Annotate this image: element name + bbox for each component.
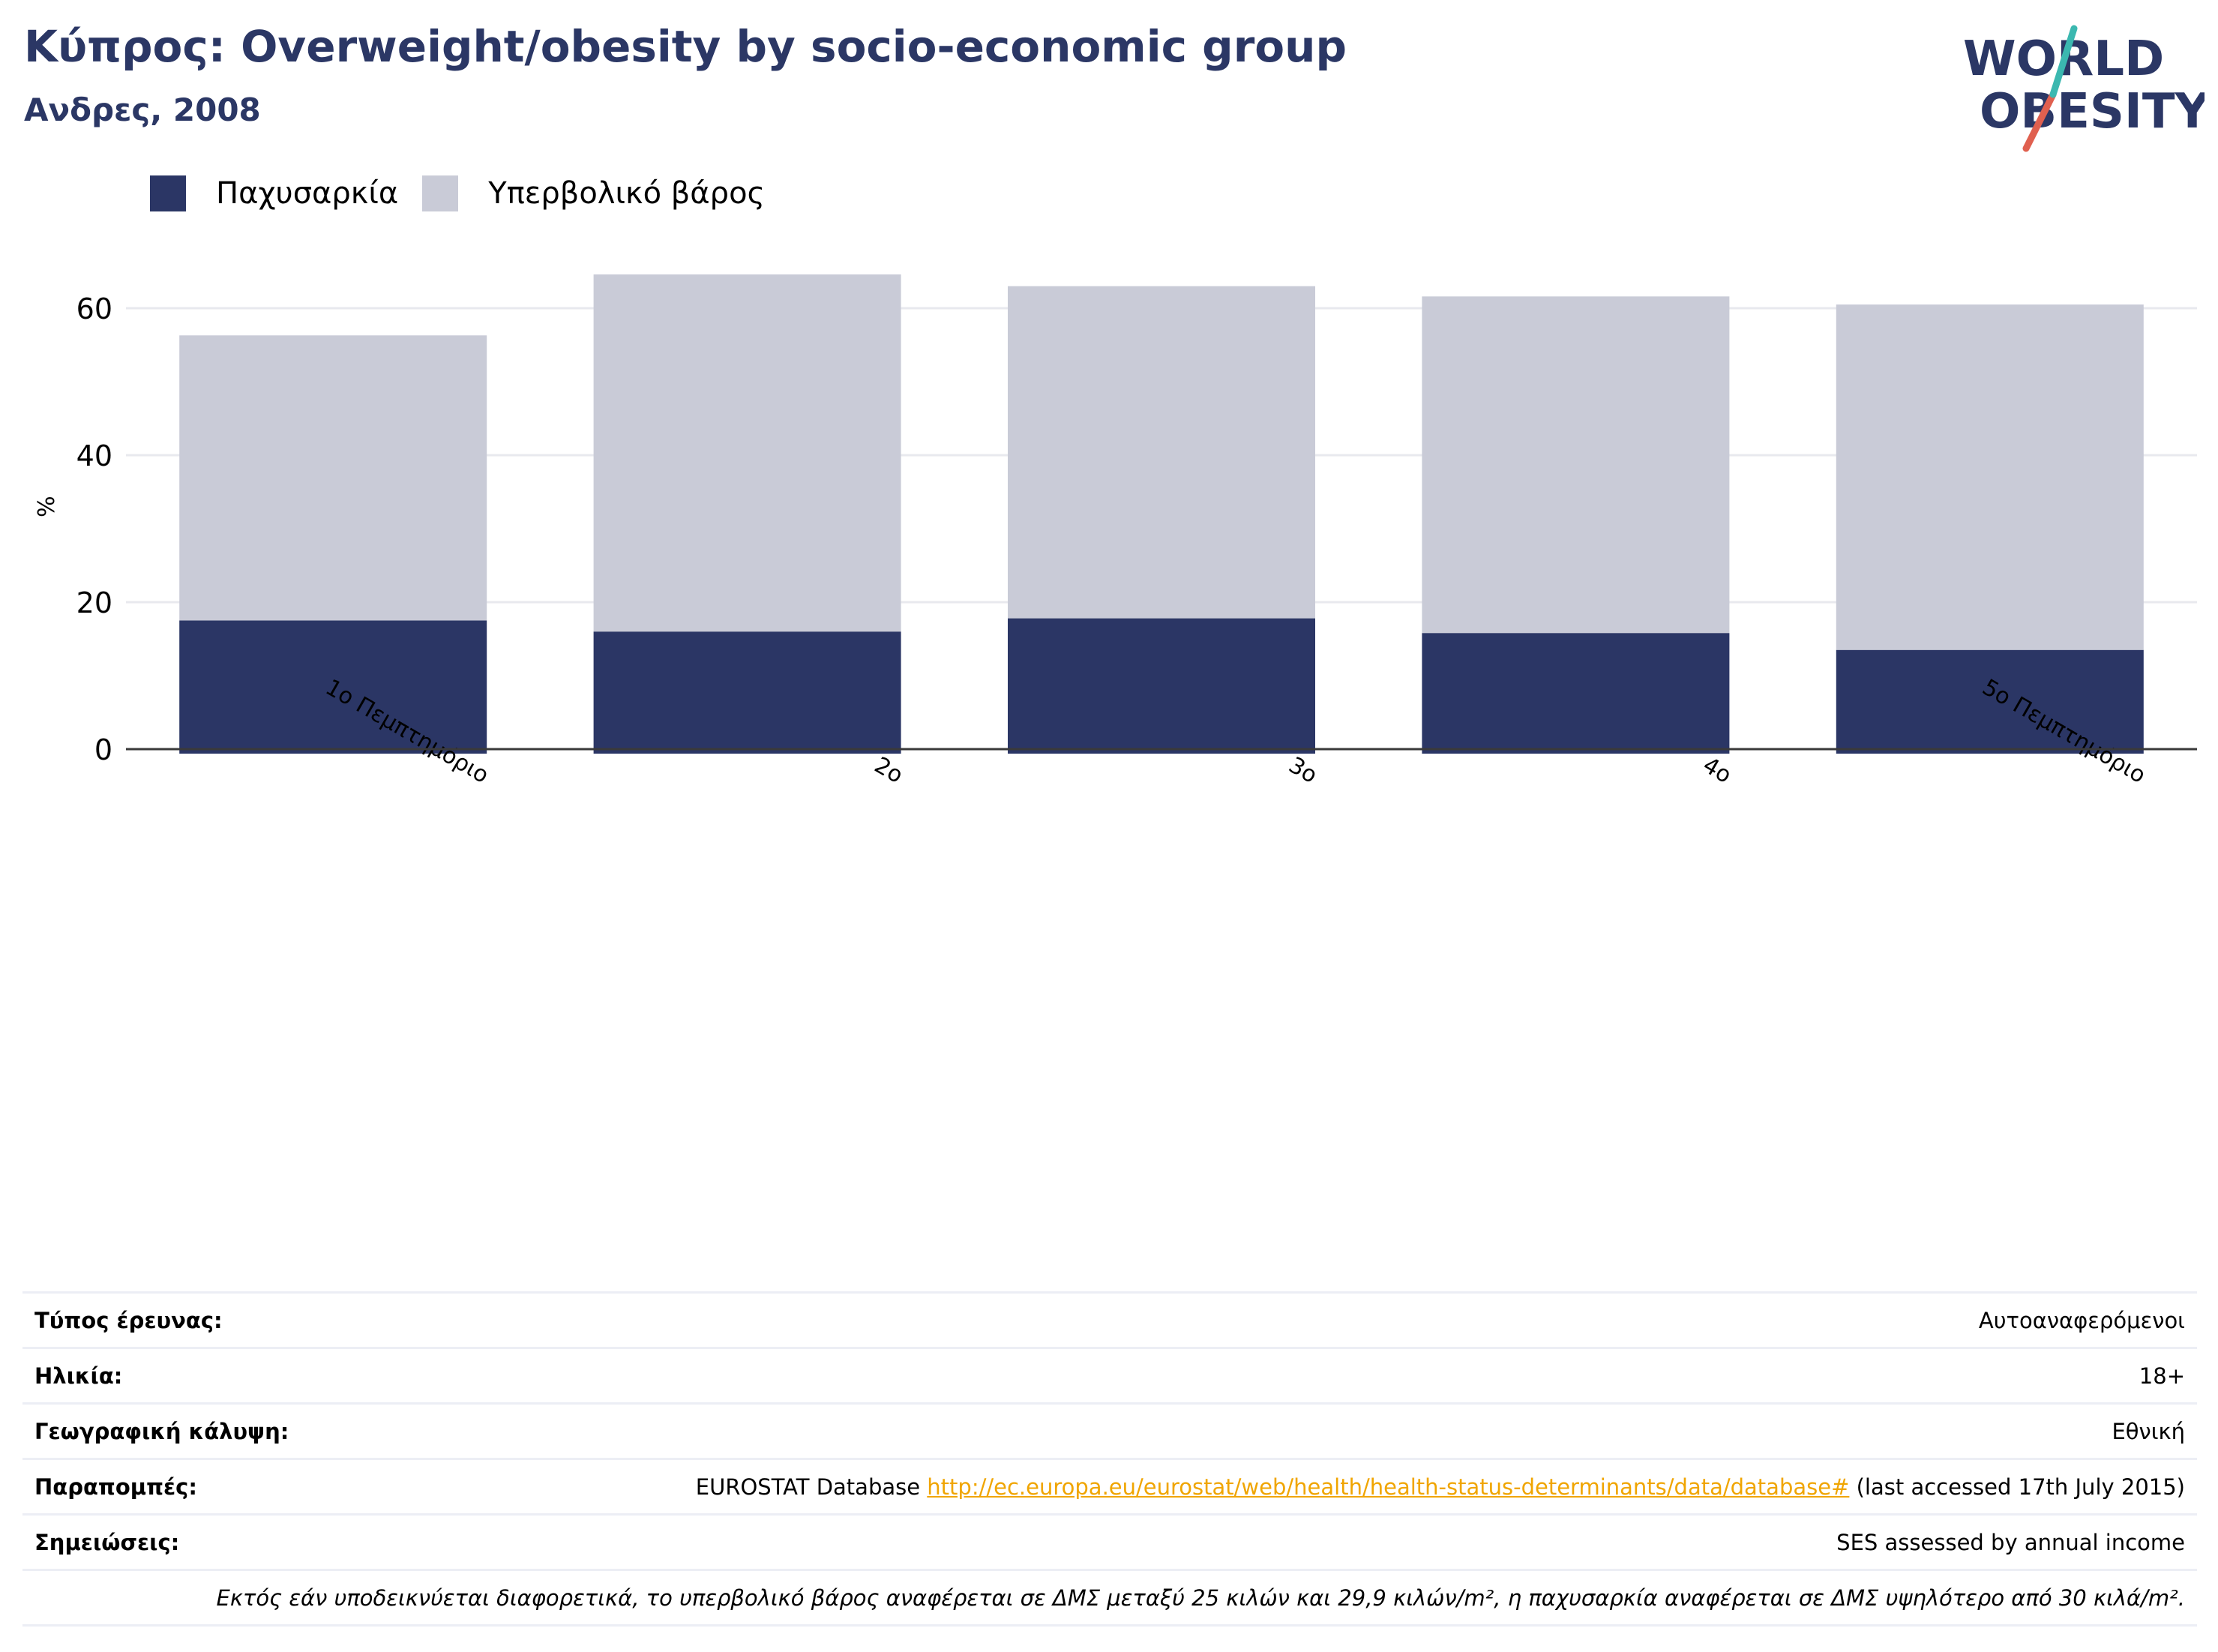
references-label: Παραπομπές: xyxy=(22,1459,361,1516)
x-tick-label: 3ο xyxy=(1284,752,1322,789)
x-tick-label: 2ο xyxy=(870,752,907,789)
y-tick-label: 20 xyxy=(76,586,112,619)
metadata-table: Τύπος έρευνας: Αυτοαναφερόμενοι Ηλικία: … xyxy=(22,1291,2197,1627)
x-tick-label: 4ο xyxy=(1698,752,1736,789)
references-link[interactable]: http://ec.europa.eu/eurostat/web/health/… xyxy=(927,1474,1850,1500)
table-row: Ηλικία: 18+ xyxy=(22,1348,2197,1405)
survey-type-label: Τύπος έρευνας: xyxy=(22,1291,361,1349)
y-tick-label: 40 xyxy=(76,439,112,472)
logo-line2: OBESITY xyxy=(1980,84,2205,139)
table-row: Σημειώσεις: SES assessed by annual incom… xyxy=(22,1514,2197,1571)
chart-legend: Παχυσαρκία Υπερβολικό βάρος xyxy=(150,172,789,214)
notes-value: SES assessed by annual income xyxy=(360,1514,2197,1571)
references-value: EUROSTAT Database http://ec.europa.eu/eu… xyxy=(360,1459,2197,1516)
bar-obesity xyxy=(179,620,487,754)
table-row: Γεωγραφική κάλυψη: Εθνική xyxy=(22,1403,2197,1460)
legend-item-obesity[interactable]: Παχυσαρκία xyxy=(150,175,398,211)
coverage-value: Εθνική xyxy=(360,1403,2197,1460)
bar-obesity xyxy=(593,631,901,754)
bar-obesity xyxy=(1008,618,1315,754)
coverage-label: Γεωγραφική κάλυψη: xyxy=(22,1403,361,1460)
bar-obesity xyxy=(1422,633,1730,754)
y-tick-label: 0 xyxy=(94,733,112,766)
legend-label-overweight: Υπερβολικό βάρος xyxy=(488,176,766,211)
logo-slash-red xyxy=(2022,91,2057,152)
legend-swatch-overweight xyxy=(422,175,459,211)
bar-overweight xyxy=(1008,286,1315,619)
chart-title: Κύπρος: Overweight/obesity by socio-econ… xyxy=(24,21,1347,72)
table-row: Εκτός εάν υποδεικνύεται διαφορετικά, το … xyxy=(22,1570,2197,1627)
table-row: Τύπος έρευνας: Αυτοαναφερόμενοι xyxy=(22,1291,2197,1349)
logo-slash-teal xyxy=(2049,25,2078,98)
y-axis-label: % xyxy=(34,496,60,517)
notes-label: Σημειώσεις: xyxy=(22,1514,361,1571)
bar-obesity xyxy=(1836,649,2144,754)
chart-subtitle: Ανδρες, 2008 xyxy=(24,91,261,128)
references-prefix: EUROSTAT Database xyxy=(695,1474,928,1500)
legend-swatch-obesity xyxy=(150,175,186,211)
legend-label-obesity: Παχυσαρκία xyxy=(216,176,399,211)
bar-overweight xyxy=(179,335,487,621)
y-tick-label: 60 xyxy=(76,292,112,325)
legend-item-overweight[interactable]: Υπερβολικό βάρος xyxy=(422,175,765,211)
footnote: Εκτός εάν υποδεικνύεται διαφορετικά, το … xyxy=(22,1570,2197,1627)
references-suffix: (last accessed 17th July 2015) xyxy=(1849,1474,2185,1500)
bar-overweight xyxy=(1422,296,1730,634)
table-row: Παραπομπές: EUROSTAT Database http://ec.… xyxy=(22,1459,2197,1516)
age-label: Ηλικία: xyxy=(22,1348,361,1405)
age-value: 18+ xyxy=(360,1348,2197,1405)
survey-type-value: Αυτοαναφερόμενοι xyxy=(360,1291,2197,1349)
bar-overweight xyxy=(1836,304,2144,650)
bar-overweight xyxy=(593,274,901,632)
world-obesity-logo: WORLD OBESITY xyxy=(1963,25,2205,152)
